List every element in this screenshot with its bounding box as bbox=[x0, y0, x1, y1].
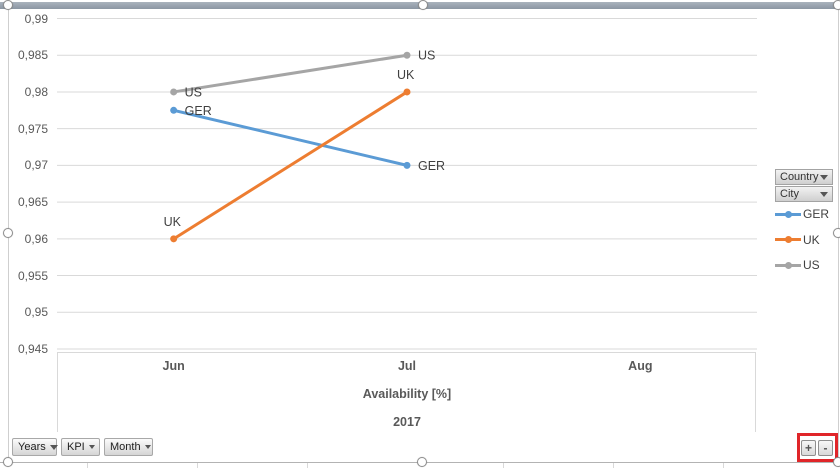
selection-handle[interactable] bbox=[833, 0, 840, 10]
legend-marker-dot bbox=[785, 236, 792, 243]
month-button-label: Month bbox=[110, 441, 141, 453]
highlight-annotation-box bbox=[797, 433, 838, 462]
cell-border-tick bbox=[197, 463, 198, 468]
y-axis-tick-label: 0,99 bbox=[24, 11, 48, 26]
y-axis-tick-label: 0,975 bbox=[17, 121, 48, 136]
legend-marker-dot bbox=[785, 261, 792, 269]
data-label-ger: GER bbox=[418, 159, 445, 173]
x-axis-label-aug: Aug bbox=[628, 359, 653, 373]
legend-line-swatch bbox=[775, 261, 801, 269]
y-axis-tick-label: 0,95 bbox=[24, 305, 48, 320]
series-line-us bbox=[172, 53, 409, 94]
data-label-ger: GER bbox=[185, 104, 212, 118]
data-point-uk-jun bbox=[170, 235, 178, 243]
selection-handle[interactable] bbox=[3, 457, 13, 467]
x-axis-title: Availability [%] bbox=[362, 387, 452, 401]
selection-handle[interactable] bbox=[418, 0, 428, 10]
cell-border-tick bbox=[503, 463, 504, 468]
legend-field-button-city[interactable]: City bbox=[775, 186, 833, 202]
x-axis-field-box bbox=[57, 352, 756, 432]
cell-border-tick bbox=[87, 463, 88, 468]
filter-button-month[interactable]: Month bbox=[104, 438, 153, 456]
cell-border-tick bbox=[307, 463, 308, 468]
y-axis-tick-label: 0,985 bbox=[17, 48, 48, 63]
selection-handle[interactable] bbox=[833, 457, 840, 467]
legend-marker-dot bbox=[785, 210, 792, 218]
legend-entry-ger: GER bbox=[775, 207, 829, 221]
data-label-us: US bbox=[185, 85, 202, 99]
selection-handle[interactable] bbox=[417, 457, 427, 467]
legend-field-button-country[interactable]: Country bbox=[775, 169, 833, 185]
selection-handle[interactable] bbox=[833, 228, 840, 238]
data-point-uk-jul bbox=[403, 88, 411, 96]
data-point-ger-jun bbox=[170, 106, 178, 114]
chevron-down-icon bbox=[820, 191, 828, 197]
series-line-uk bbox=[172, 90, 409, 241]
series-line-ger bbox=[172, 108, 409, 167]
y-axis-tick-label: 0,96 bbox=[24, 231, 48, 246]
x-axis-label-jun: Jun bbox=[162, 359, 185, 373]
data-label-uk: UK bbox=[164, 215, 182, 229]
legend-label: UK bbox=[803, 232, 820, 247]
legend-label: GER bbox=[803, 207, 830, 221]
filter-button-kpi[interactable]: KPI bbox=[61, 438, 100, 456]
legend-entry-uk: UK bbox=[775, 233, 820, 247]
x-axis-label-jul: Jul bbox=[397, 359, 417, 373]
y-axis-tick-label: 0,97 bbox=[24, 158, 48, 173]
chevron-down-icon bbox=[88, 445, 95, 449]
legend-line-swatch bbox=[775, 210, 801, 218]
selection-handle[interactable] bbox=[3, 228, 13, 238]
y-axis-tick-label: 0,955 bbox=[17, 268, 48, 283]
chevron-down-icon bbox=[820, 174, 828, 180]
data-label-uk: UK bbox=[397, 68, 415, 82]
data-label-us: US bbox=[418, 49, 435, 63]
x-axis-year-label: 2017 bbox=[393, 415, 421, 429]
data-point-ger-jul bbox=[403, 161, 411, 169]
country-button-label: Country bbox=[780, 171, 819, 183]
cell-border-tick bbox=[613, 463, 614, 468]
selection-handle[interactable] bbox=[3, 0, 13, 10]
legend-line-swatch bbox=[775, 236, 801, 243]
kpi-button-label: KPI bbox=[67, 441, 85, 453]
expand-field-button[interactable]: + bbox=[801, 440, 816, 456]
cell-border-tick bbox=[723, 463, 724, 468]
y-axis-tick-label: 0,98 bbox=[24, 84, 48, 99]
chevron-down-icon bbox=[49, 444, 58, 450]
filter-button-years[interactable]: Years bbox=[12, 438, 58, 456]
y-axis-tick-label: 0,945 bbox=[17, 342, 48, 356]
data-point-us-jul bbox=[403, 51, 411, 59]
legend-label: US bbox=[803, 258, 820, 272]
chevron-down-icon bbox=[144, 445, 151, 449]
city-button-label: City bbox=[780, 188, 799, 200]
years-button-label: Years bbox=[18, 441, 46, 453]
collapse-field-button[interactable]: - bbox=[818, 440, 833, 456]
y-axis-tick-label: 0,965 bbox=[17, 195, 48, 210]
data-point-us-jun bbox=[170, 88, 178, 96]
legend-entry-us: US bbox=[775, 258, 820, 272]
